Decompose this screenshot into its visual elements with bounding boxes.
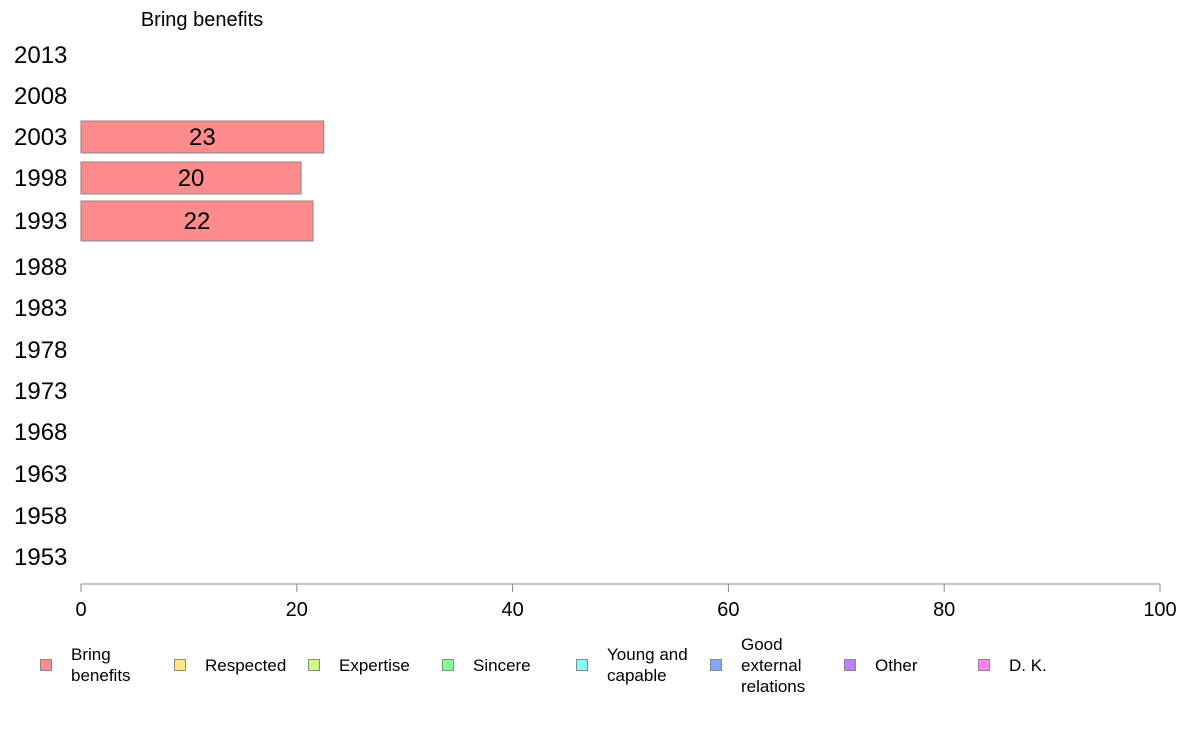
y-tick-label: 1998: [14, 165, 67, 192]
legend-swatch: [710, 659, 722, 671]
bar-chart: Bring benefits 23 20 22 2013 2008 2003 1998 19…: [14, 9, 1177, 621]
legend-label: Young and capable: [607, 645, 688, 685]
y-tick-label: 1973: [14, 378, 67, 405]
legend-item: Expertise: [308, 630, 429, 700]
legend-label: Other: [875, 655, 918, 675]
legend-swatch: [844, 659, 856, 671]
x-tick-label: 40: [501, 599, 523, 621]
y-tick-label: 1983: [14, 295, 67, 322]
legend-swatch: [978, 659, 990, 671]
legend-swatch: [174, 659, 186, 671]
legend-item: D. K.: [978, 630, 1089, 700]
bar-value-label: 20: [178, 165, 205, 192]
bars-group: 23 20 22: [80, 120, 325, 242]
y-tick-label: 2008: [14, 83, 67, 110]
bar: [80, 120, 325, 154]
x-tick-label: 60: [717, 599, 739, 621]
legend-item: Bring benefits: [40, 630, 161, 700]
y-tick-label: 1963: [14, 461, 67, 488]
y-tick-label: 1953: [14, 544, 67, 571]
bar-value-label: 23: [189, 124, 216, 151]
legend-swatch: [442, 659, 454, 671]
legend-swatch: [40, 659, 52, 671]
x-tick-label: 0: [75, 599, 86, 621]
legend-item: Young and capable: [576, 630, 707, 700]
legend-label: D. K.: [1009, 655, 1047, 675]
x-tick-label: 100: [1143, 599, 1176, 621]
legend-label: Expertise: [339, 655, 410, 675]
y-tick-label: 1988: [14, 254, 67, 281]
legend-label: Sincere: [473, 655, 531, 675]
legend-swatch: [308, 659, 320, 671]
legend-label: Respected: [205, 655, 287, 675]
bar: [80, 200, 314, 242]
x-axis-ticks: 0 20 40 60 80 100: [75, 584, 1177, 621]
y-tick-label: 1993: [14, 208, 67, 235]
y-tick-label: 1958: [14, 503, 67, 530]
y-tick-label: 1978: [14, 337, 67, 364]
legend-item: Good external relations: [710, 630, 831, 700]
legend-label: Bring benefits: [71, 645, 131, 685]
legend-label: Good external relations: [741, 634, 806, 696]
x-tick-label: 80: [933, 599, 955, 621]
legend-swatch: [576, 659, 588, 671]
y-tick-label: 2003: [14, 124, 67, 151]
legend-item: Other: [844, 630, 955, 700]
legend-item: Respected: [174, 630, 305, 700]
bar: [80, 161, 302, 195]
y-tick-label: 2013: [14, 42, 67, 69]
series-title: Bring benefits: [141, 9, 263, 31]
legend: Bring benefits Respected Expertise Sincere Y…: [0, 630, 1188, 700]
legend-item: Sincere: [442, 630, 563, 700]
y-tick-label: 1968: [14, 419, 67, 446]
y-axis-labels: 2013 2008 2003 1998 1993 1988 1983 1978 1973 1968…: [14, 42, 67, 571]
x-tick-label: 20: [286, 599, 308, 621]
bar-value-label: 22: [184, 208, 211, 235]
